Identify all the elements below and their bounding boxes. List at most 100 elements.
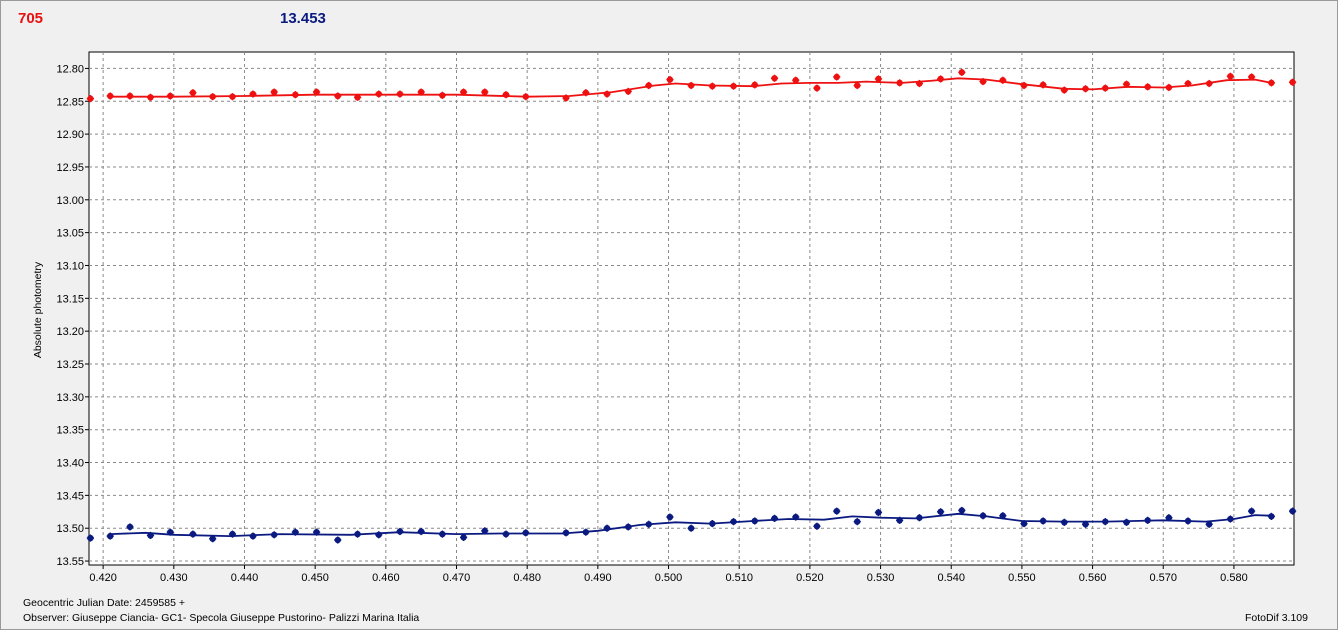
series-1-point <box>146 93 155 101</box>
series-1-point <box>937 75 945 83</box>
grid-lines <box>89 52 1294 565</box>
x-tick-label: 0.530 <box>867 572 895 584</box>
series-2-point <box>459 533 468 542</box>
series-1-point <box>228 93 237 101</box>
y-tick-label: 13.55 <box>56 556 84 568</box>
series-1-point <box>979 77 987 86</box>
series-2-point <box>522 529 530 537</box>
series-1-point <box>770 74 779 82</box>
series-1-point <box>481 88 489 96</box>
series-2-point <box>645 520 653 528</box>
series-1-point <box>708 82 716 90</box>
series-2-point <box>937 508 945 516</box>
x-tick-label: 0.520 <box>796 572 824 584</box>
series-2-point <box>958 506 966 515</box>
y-tick-label: 13.20 <box>56 326 84 338</box>
series-2-point <box>1144 516 1152 524</box>
series-1-point <box>624 87 632 96</box>
series-2-point <box>375 531 383 539</box>
series-1-point <box>270 88 278 96</box>
x-tick-label: 0.430 <box>160 572 188 584</box>
series-1-point <box>106 92 114 100</box>
series-1-point <box>209 93 217 101</box>
y-tick-label: 13.10 <box>56 260 84 272</box>
series-2-point <box>853 518 861 526</box>
series-1-point <box>1165 83 1173 92</box>
series-2-point <box>312 528 321 536</box>
series-1-point <box>189 89 197 97</box>
series-2-point <box>1226 515 1234 523</box>
series-1-point <box>1226 72 1234 80</box>
series-2-point <box>291 528 299 536</box>
series-2-point <box>502 530 510 538</box>
y-tick-label: 13.45 <box>56 490 84 502</box>
x-tick-label: 0.540 <box>937 572 965 584</box>
series-2-point <box>1122 518 1131 526</box>
header-right-value: 13.453 <box>280 10 326 27</box>
y-tick-label: 13.00 <box>56 195 84 207</box>
series-2-point <box>770 514 779 522</box>
series-1-point <box>1267 79 1275 87</box>
series-1-point <box>915 79 924 88</box>
series-1-point <box>1247 73 1256 81</box>
series-2-point <box>729 518 738 526</box>
y-tick-label: 12.85 <box>56 96 84 108</box>
series-2-point <box>146 531 155 540</box>
series-2-point <box>106 532 114 540</box>
series-2-point <box>1081 520 1090 528</box>
x-tick-label: 0.450 <box>301 572 329 584</box>
series-2-point <box>1020 520 1028 528</box>
series-2-point <box>353 530 362 538</box>
series-1-point <box>86 95 95 103</box>
series-2-point <box>751 517 759 525</box>
series-1-point <box>999 76 1007 84</box>
series-1-point <box>334 92 342 100</box>
series-1-point <box>645 81 653 90</box>
series-2-point <box>896 516 904 524</box>
y-axis-label: Absolute photometry <box>32 261 44 359</box>
observer-label: Observer: Giuseppe Ciancia- GC1- Specola… <box>23 612 420 624</box>
series-2-point <box>249 532 257 540</box>
header-left-value: 705 <box>18 10 44 27</box>
series-1-point <box>126 92 134 100</box>
series-1-point <box>687 81 695 90</box>
series-2-point <box>582 528 590 536</box>
series-2-point <box>833 507 841 515</box>
series-1-point <box>249 90 257 98</box>
x-tick-label: 0.440 <box>231 572 259 584</box>
series-2-point <box>687 524 695 532</box>
x-tick-label: 0.470 <box>443 572 471 584</box>
series-2-point <box>126 523 134 531</box>
series-1-point <box>375 90 383 98</box>
series-1-point <box>312 88 321 96</box>
series-2-point <box>1184 517 1192 525</box>
series-2-point <box>166 528 174 536</box>
y-tick-label: 13.50 <box>56 523 84 535</box>
x-tick-label: 0.460 <box>372 572 400 584</box>
series-2-point <box>1039 517 1047 525</box>
series-2-point <box>624 523 632 531</box>
software-version-label: FotoDif 3.109 <box>1244 612 1308 624</box>
series-1-point <box>833 73 841 81</box>
series-1-point <box>582 89 590 97</box>
series-1-point <box>353 93 362 101</box>
series-1-point <box>166 92 174 100</box>
series-1-point <box>1039 81 1047 89</box>
x-tick-label: 0.480 <box>513 572 541 584</box>
series-2-point <box>86 534 95 542</box>
series-1-point <box>603 90 611 98</box>
series-1-point <box>958 68 966 76</box>
series-1-point <box>522 93 530 101</box>
series-2-point <box>270 531 278 539</box>
series-2-point <box>1205 520 1213 528</box>
series-1-point <box>874 75 883 83</box>
series-1-point <box>1081 85 1090 93</box>
series-2-point <box>1247 507 1256 515</box>
x-tick-label: 0.580 <box>1220 572 1248 584</box>
series-2-point <box>334 536 342 544</box>
series-2-point <box>1267 512 1275 520</box>
series-1-point <box>853 81 861 90</box>
julian-date-label: Geocentric Julian Date: 2459585 + <box>23 597 185 609</box>
x-tick-label: 0.490 <box>584 572 612 584</box>
x-axis-ticks: 0.420 0.430 0.440 0.450 0.460 0.470 0.480 0.490… <box>89 565 1248 584</box>
